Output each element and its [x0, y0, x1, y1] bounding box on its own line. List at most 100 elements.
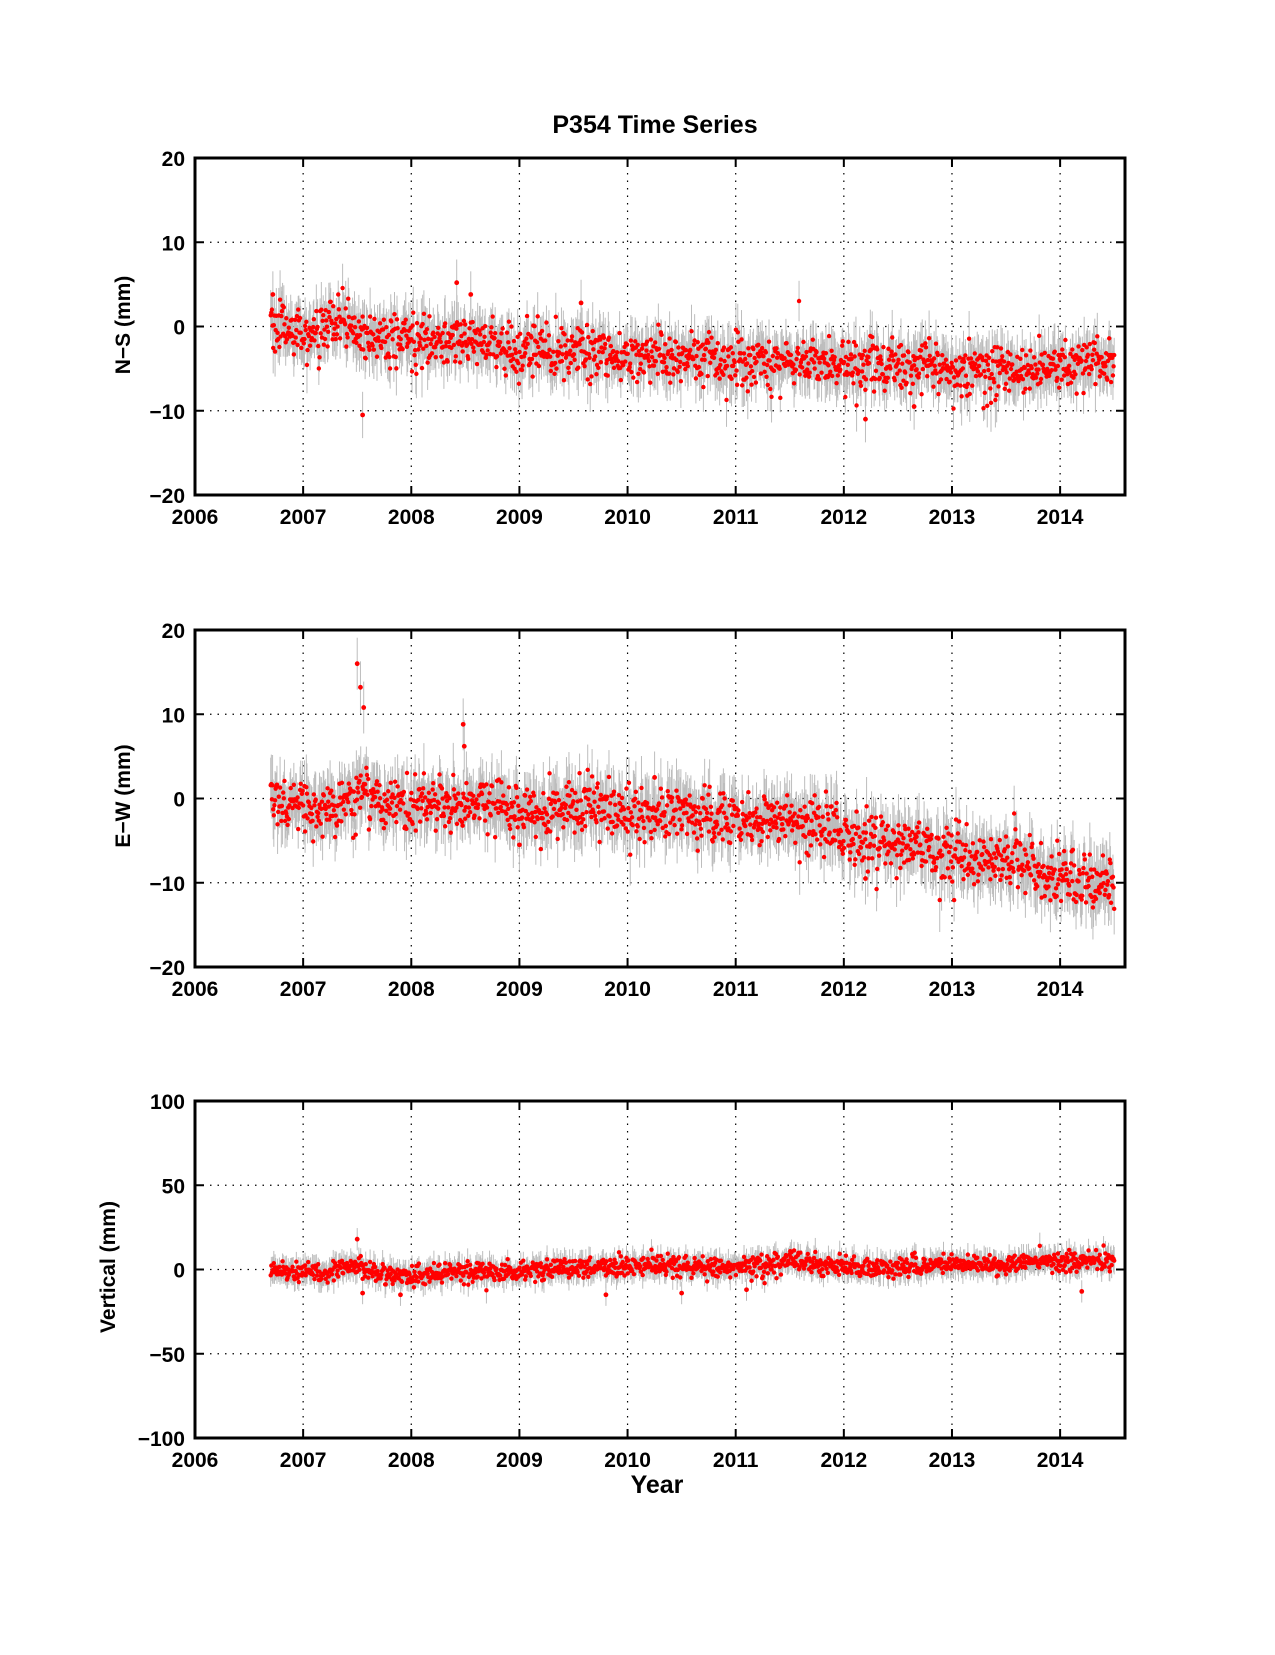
- data-point: [591, 347, 595, 351]
- data-point: [579, 798, 583, 802]
- data-point: [545, 812, 549, 816]
- data-point: [807, 374, 811, 378]
- data-point: [277, 345, 281, 349]
- data-point: [719, 828, 723, 832]
- data-point: [670, 795, 674, 799]
- data-point: [450, 333, 454, 337]
- data-point: [699, 833, 703, 837]
- data-point: [988, 386, 992, 390]
- data-point: [1103, 364, 1107, 368]
- data-point: [296, 307, 300, 311]
- data-point: [993, 398, 997, 402]
- data-point: [484, 782, 488, 786]
- data-point: [425, 360, 429, 364]
- data-point: [612, 790, 616, 794]
- data-point: [812, 360, 816, 364]
- data-point: [696, 805, 700, 809]
- data-point: [394, 820, 398, 824]
- data-point: [924, 345, 928, 349]
- data-point: [385, 798, 389, 802]
- data-point: [634, 829, 638, 833]
- data-point: [672, 823, 676, 827]
- data-point: [674, 788, 678, 792]
- data-point: [620, 796, 624, 800]
- data-point: [587, 356, 591, 360]
- data-point: [656, 372, 660, 376]
- data-point: [540, 329, 544, 333]
- data-point: [768, 387, 772, 391]
- data-point: [471, 345, 475, 349]
- data-point: [1049, 368, 1053, 372]
- data-point: [676, 345, 680, 349]
- data-point: [771, 354, 775, 358]
- data-point: [544, 320, 548, 324]
- data-point: [532, 324, 536, 328]
- data-point: [378, 796, 382, 800]
- data-point: [395, 326, 399, 330]
- data-point: [560, 812, 564, 816]
- data-point: [717, 809, 721, 813]
- data-point: [939, 377, 943, 381]
- data-point: [753, 810, 757, 814]
- data-point: [655, 807, 659, 811]
- data-point: [796, 351, 800, 355]
- data-point: [355, 798, 359, 802]
- data-point: [1086, 353, 1090, 357]
- data-point: [854, 343, 858, 347]
- data-point: [639, 808, 643, 812]
- data-point: [653, 340, 657, 344]
- data-point: [1074, 391, 1078, 395]
- data-point: [836, 373, 840, 377]
- data-point: [721, 791, 725, 795]
- data-point: [387, 811, 391, 815]
- data-point: [412, 340, 416, 344]
- data-point: [616, 814, 620, 818]
- data-point: [745, 361, 749, 365]
- data-point: [480, 792, 484, 796]
- data-point: [272, 803, 276, 807]
- data-point: [694, 810, 698, 814]
- data-point: [1038, 381, 1042, 385]
- data-point: [650, 355, 654, 359]
- x-tick-label: 2008: [388, 506, 435, 529]
- data-point: [273, 798, 277, 802]
- data-point: [507, 823, 511, 827]
- data-point: [325, 344, 329, 348]
- data-point: [612, 366, 616, 370]
- data-point: [752, 356, 756, 360]
- data-point: [427, 314, 431, 318]
- data-point: [517, 382, 521, 386]
- data-point: [329, 789, 333, 793]
- data-point: [931, 384, 935, 388]
- data-point: [725, 364, 729, 368]
- data-point: [395, 784, 399, 788]
- data-point: [339, 819, 343, 823]
- data-point: [752, 375, 756, 379]
- data-point: [282, 305, 286, 309]
- data-point: [669, 800, 673, 804]
- data-point: [722, 359, 726, 363]
- data-point: [1093, 341, 1097, 345]
- data-point: [896, 358, 900, 362]
- data-point: [325, 786, 329, 790]
- data-point: [1028, 348, 1032, 352]
- data-point: [489, 330, 493, 334]
- data-point: [923, 341, 927, 345]
- data-point: [800, 365, 804, 369]
- data-point: [543, 338, 547, 342]
- data-point: [1021, 390, 1025, 394]
- data-point: [1034, 375, 1038, 379]
- data-point: [715, 822, 719, 826]
- data-point: [559, 326, 563, 330]
- data-point: [314, 331, 318, 335]
- data-point: [390, 800, 394, 804]
- data-point: [368, 314, 372, 318]
- data-point: [437, 772, 441, 776]
- data-point: [323, 337, 327, 341]
- data-point: [912, 363, 916, 367]
- data-point: [554, 366, 558, 370]
- data-point: [418, 819, 422, 823]
- data-point: [419, 336, 423, 340]
- data-point: [355, 786, 359, 790]
- data-point: [340, 286, 344, 290]
